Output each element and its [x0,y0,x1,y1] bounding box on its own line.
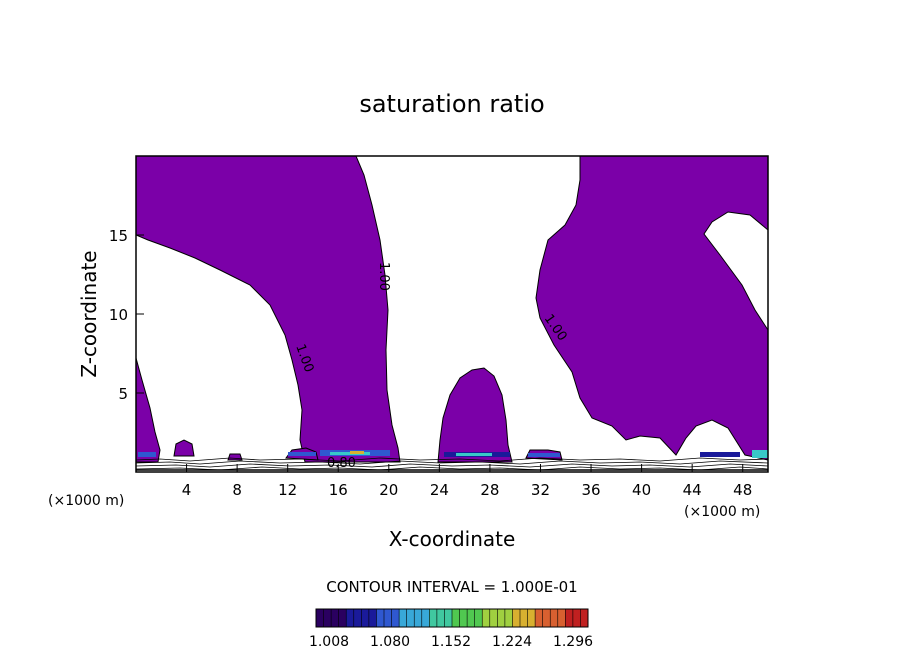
colorbar-segment [353,609,362,627]
contour-interval-text: CONTOUR INTERVAL = 1.000E-01 [326,578,577,596]
contour-label: 1.00 [376,262,391,291]
colorbar-segment [429,609,438,627]
colorbar-segment [459,609,468,627]
x-unit-note-right: (×1000 m) [684,504,760,520]
saturated-region-right [535,156,768,461]
y-tick-label: 5 [118,385,128,403]
colorbar-segment [527,609,536,627]
colorbar-segment [346,609,355,627]
colorbar-segment [323,609,332,627]
colorbar-label: 1.224 [492,634,532,650]
x-tick-label: 48 [733,481,752,499]
colorbar-segment [504,609,513,627]
colorbar-segment [572,609,581,627]
colorbar-segment [361,609,370,627]
colorbar-segment [414,609,423,627]
colorbar-segment [467,609,475,627]
x-tick-label: 24 [430,481,449,499]
high-saturation-bands [138,450,768,458]
colorbar-segment [452,609,460,627]
colorbar-labels: 1.008 1.080 1.152 1.224 1.296 [309,634,593,650]
x-tick-label: 8 [232,481,242,499]
colorbar-segment [557,609,566,627]
colorbar-segment [489,609,498,627]
x-tick-label: 44 [683,481,702,499]
colorbar-segment [520,609,528,627]
x-axis: 4 8 12 16 20 24 28 32 36 40 44 48 [182,464,752,499]
colorbar-label: 1.080 [370,634,410,650]
x-tick-label: 12 [278,481,297,499]
colorbar-segment [482,609,491,627]
colorbar-segment [421,609,430,627]
chart-title: saturation ratio [359,90,544,118]
colorbar-segment [535,609,543,627]
colorbar-segment [542,609,551,627]
colorbar-segment [368,609,377,627]
colorbar-label: 1.296 [553,634,593,650]
contour-label: 0.80 [327,456,356,471]
colorbar-segment [444,609,453,627]
y-tick-label: 15 [109,227,128,245]
colorbar-segment [497,609,506,627]
x-tick-label: 40 [632,481,651,499]
x-tick-label: 16 [329,481,348,499]
colorbar-segment [512,609,521,627]
x-tick-label: 4 [182,481,192,499]
colorbar [315,608,589,628]
colorbar-segment [331,609,339,627]
x-axis-label: X-coordinate [389,527,516,551]
colorbar-label: 1.008 [309,634,349,650]
y-axis-label: Z-coordinate [77,250,101,377]
x-unit-note-left: (×1000 m) [48,493,124,509]
colorbar-segment [391,609,400,627]
y-tick-label: 10 [109,306,128,324]
colorbar-segment [399,609,407,627]
colorbar-label: 1.152 [431,634,471,650]
colorbar-segment [384,609,392,627]
x-tick-label: 20 [379,481,398,499]
x-tick-label: 36 [581,481,600,499]
x-tick-label: 32 [531,481,550,499]
plot-area: 1.00 1.00 1.00 0.80 [135,155,769,473]
y-axis: 5 10 15 [109,227,144,403]
colorbar-segment [436,609,445,627]
saturated-blob [173,439,195,457]
saturated-region-edge [136,357,161,463]
colorbar-segment [376,609,385,627]
saturated-region-left [136,156,401,463]
colorbar-segment [565,609,574,627]
colorbar-segment [580,609,589,627]
colorbar-segment [338,609,347,627]
x-tick-label: 28 [480,481,499,499]
colorbar-segment [406,609,415,627]
colorbar-segment [474,609,483,627]
saturated-region-dome [437,367,513,463]
saturated-blob [227,453,243,461]
colorbar-segment [550,609,559,627]
colorbar-frame [315,608,589,628]
colorbar-segment [316,609,324,627]
